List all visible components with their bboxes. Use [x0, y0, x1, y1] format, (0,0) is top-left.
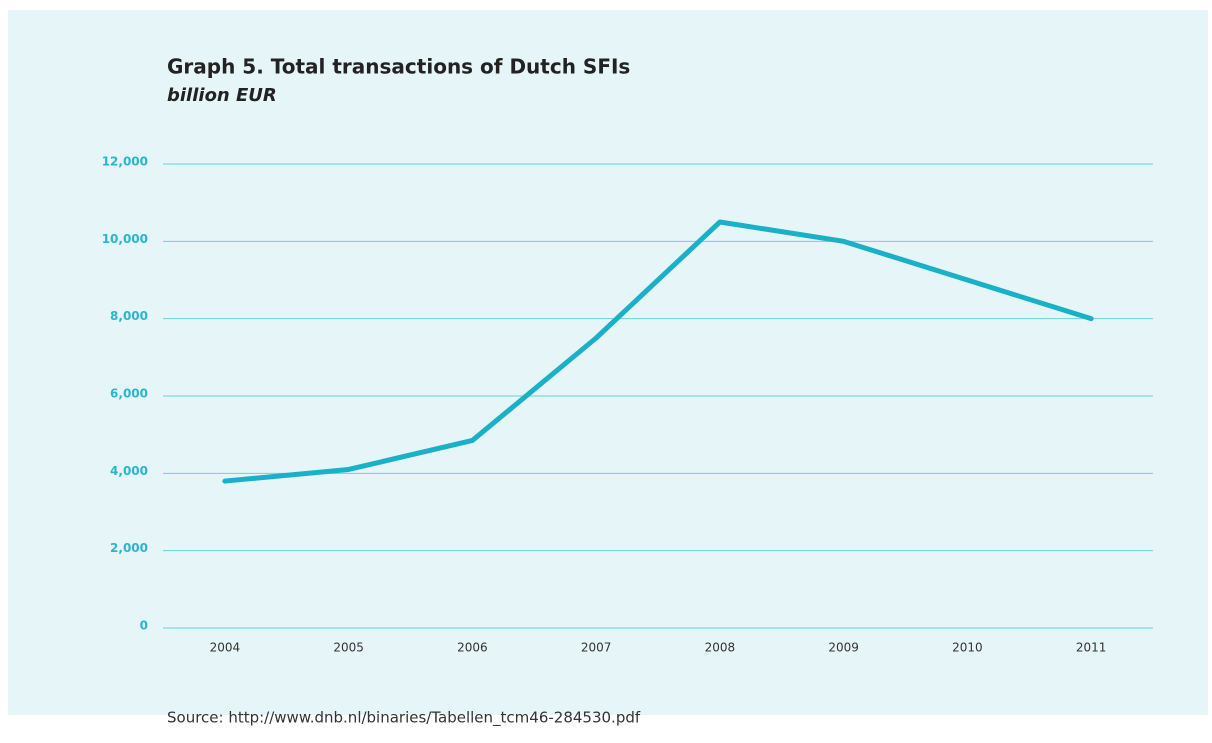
chart-title: Graph 5. Total transactions of Dutch SFI…	[167, 55, 630, 79]
chart-subtitle: billion EUR	[167, 85, 277, 106]
y-tick-label: 12,000	[102, 155, 148, 169]
source-note: Source: http://www.dnb.nl/binaries/Tabel…	[167, 709, 641, 728]
y-tick-label: 8,000	[110, 309, 148, 323]
panel	[8, 10, 1208, 715]
x-tick-label: 2011	[1076, 641, 1107, 655]
data-line	[222, 219, 1094, 484]
y-tick-label: 0	[140, 619, 148, 633]
x-tick-label: 2007	[581, 641, 612, 655]
x-tick-label: 2009	[828, 641, 859, 655]
y-tick-label: 4,000	[110, 464, 148, 478]
y-tick-label: 6,000	[110, 387, 148, 401]
x-tick-label: 2010	[952, 641, 983, 655]
y-tick-label: 10,000	[102, 232, 148, 246]
x-tick-label: 2006	[457, 641, 488, 655]
x-tick-label: 2005	[333, 641, 364, 655]
x-tick-label: 2008	[705, 641, 736, 655]
x-tick-label: 2004	[210, 641, 241, 655]
y-tick-label: 2,000	[110, 541, 148, 555]
